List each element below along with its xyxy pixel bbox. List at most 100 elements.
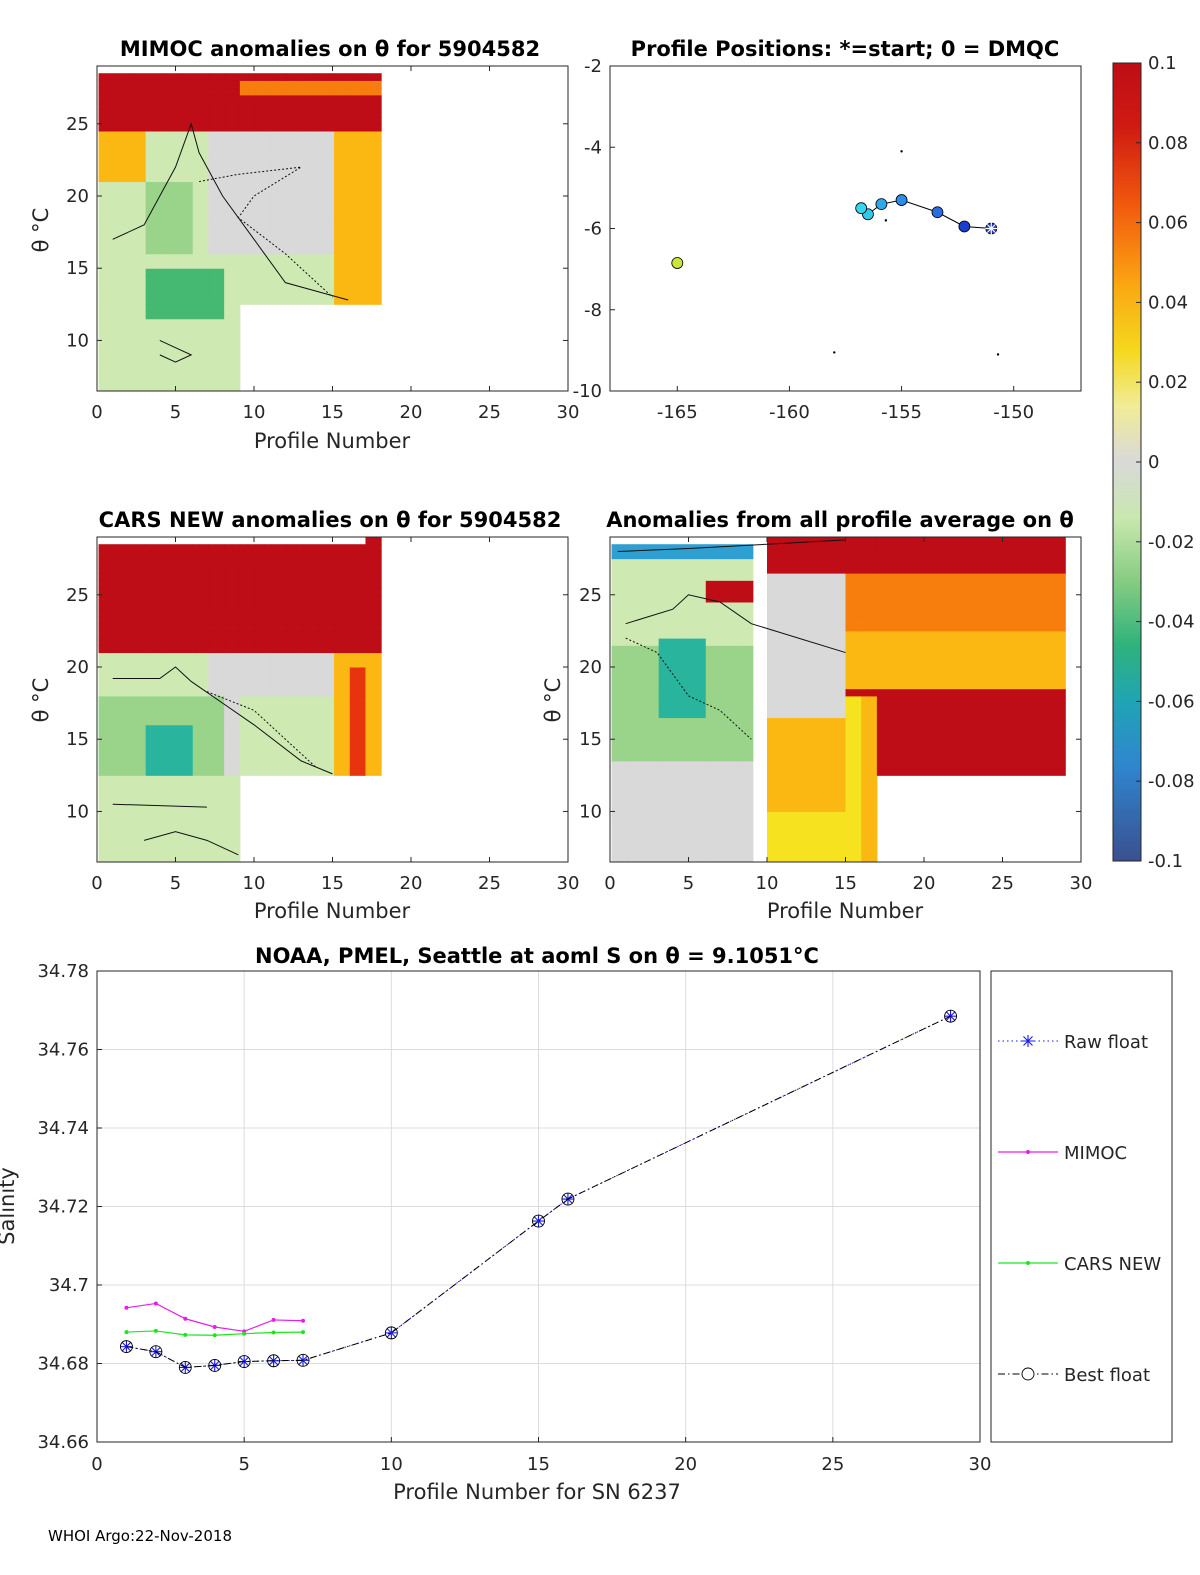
heatmap-cell xyxy=(145,196,162,204)
heatmap-cell xyxy=(627,703,644,711)
heatmap-cell xyxy=(318,152,335,161)
heatmap-cell xyxy=(611,760,628,769)
heatmap-cell xyxy=(690,674,707,682)
heatmap-cell xyxy=(318,659,335,668)
heatmap-cell xyxy=(161,376,178,385)
heatmap-cell xyxy=(302,210,319,219)
heatmap-cell xyxy=(98,652,115,661)
heatmap-cell xyxy=(302,102,319,110)
heatmap-cell xyxy=(145,782,162,791)
heatmap-cell xyxy=(145,282,162,291)
heatmap-cell xyxy=(271,116,288,125)
heatmap-cell xyxy=(271,602,288,610)
heatmap-cell xyxy=(224,102,241,110)
heatmap-cell xyxy=(145,638,162,646)
heatmap-cell xyxy=(239,739,257,747)
cars-point xyxy=(271,1330,276,1335)
heatmap-cell xyxy=(129,833,147,841)
heatmap-cell xyxy=(334,674,351,682)
heatmap-cell xyxy=(208,268,225,276)
heatmap-cell xyxy=(737,760,754,769)
heatmap-cell xyxy=(721,609,738,617)
heatmap-cell xyxy=(145,109,162,118)
heatmap-cell xyxy=(192,123,209,132)
heatmap-cell xyxy=(658,551,675,560)
heatmap-cell xyxy=(192,347,209,356)
legend-marker xyxy=(1026,1150,1030,1154)
heatmap-cell xyxy=(98,297,115,305)
heatmap-cell xyxy=(98,587,115,596)
heatmap-cell xyxy=(302,217,319,226)
heatmap-cell xyxy=(737,638,754,646)
heatmap-cell xyxy=(177,311,194,320)
heatmap-cell xyxy=(318,638,335,646)
heatmap-cell xyxy=(705,753,722,762)
heatmap-cell xyxy=(161,145,178,154)
heatmap-cell xyxy=(271,544,288,552)
best-point xyxy=(178,1360,192,1374)
heatmap-cell xyxy=(365,188,382,197)
heatmap-cell xyxy=(255,239,272,248)
heatmap-cell xyxy=(224,833,241,841)
heatmap-cell xyxy=(98,369,115,378)
heatmap-cell xyxy=(129,804,147,812)
heatmap-cell xyxy=(208,354,225,363)
heatmap-cell xyxy=(627,667,644,675)
heatmap-cell xyxy=(302,261,319,269)
heatmap-cell xyxy=(145,652,162,661)
heatmap-cell xyxy=(642,609,660,617)
heatmap-cell xyxy=(642,710,660,719)
mimoc-point xyxy=(271,1317,276,1322)
heatmap-cell xyxy=(318,203,335,211)
y-tick-label: 10 xyxy=(66,801,89,822)
heatmap-cell xyxy=(365,703,382,711)
y-tick-label: 20 xyxy=(579,657,602,678)
heatmap-cell xyxy=(658,703,675,711)
heatmap-cell xyxy=(224,326,241,334)
heatmap-cell xyxy=(365,131,382,139)
heatmap-cell xyxy=(658,594,675,603)
heatmap-cell xyxy=(224,174,241,183)
heatmap-cell xyxy=(642,695,660,704)
heatmap-cell xyxy=(876,760,1066,769)
heatmap-cell xyxy=(129,623,147,632)
heatmap-cell xyxy=(690,775,707,784)
heatmap-cell xyxy=(705,609,722,617)
heatmap-cell xyxy=(177,558,194,567)
heatmap-cell xyxy=(177,760,194,769)
heatmap-cell xyxy=(145,224,162,233)
heatmap-cell xyxy=(208,131,225,139)
heatmap-cell xyxy=(192,376,209,385)
heatmap-cell xyxy=(129,80,147,89)
heatmap-cell xyxy=(861,623,878,632)
heatmap-cell xyxy=(365,73,382,81)
heatmap-cell xyxy=(129,203,147,211)
heatmap-cell xyxy=(208,775,225,784)
heatmap-cell xyxy=(161,196,178,204)
heatmap-cell xyxy=(177,253,194,262)
heatmap-cell xyxy=(334,152,351,161)
heatmap-cell xyxy=(239,732,257,740)
heatmap-cell xyxy=(145,681,162,690)
heatmap-cell xyxy=(674,854,691,862)
heatmap-cell xyxy=(192,544,209,552)
heatmap-cell xyxy=(239,181,257,190)
heatmap-cell xyxy=(365,688,382,697)
heatmap-cell xyxy=(349,710,366,719)
heatmap-cell xyxy=(302,123,319,132)
heatmap-cell xyxy=(129,224,147,233)
heatmap-cell xyxy=(302,732,319,740)
heatmap-cell xyxy=(737,811,754,820)
heatmap-cell xyxy=(192,94,209,103)
heatmap-cell xyxy=(302,268,319,276)
heatmap-cell xyxy=(349,558,366,567)
heatmap-cell xyxy=(145,688,162,697)
heatmap-cell xyxy=(349,667,366,675)
heatmap-cell xyxy=(224,369,241,378)
heatmap-cell xyxy=(224,630,241,639)
heatmap-cell xyxy=(611,775,628,784)
heatmap-cell xyxy=(129,746,147,755)
heatmap-cell xyxy=(271,181,288,190)
heatmap-cell xyxy=(334,253,351,262)
heatmap-cell xyxy=(365,638,382,646)
